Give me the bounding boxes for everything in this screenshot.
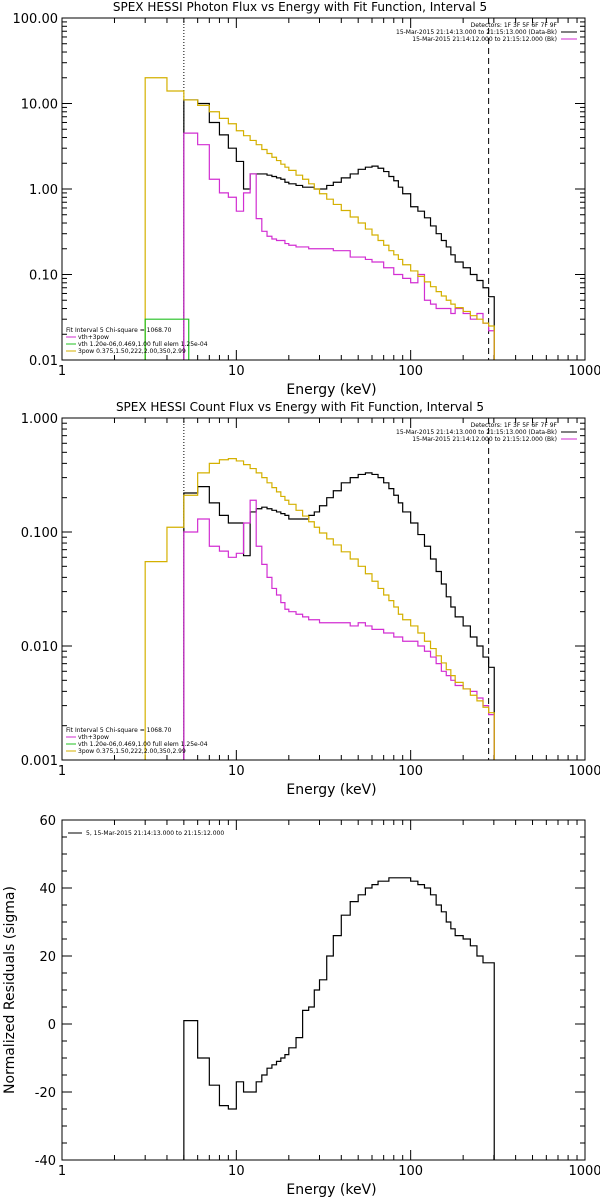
chart-title: SPEX HESSI Count Flux vs Energy with Fit…	[116, 400, 484, 414]
x-tick-label: 1000	[568, 764, 600, 779]
y-tick-label: 0.001	[21, 754, 58, 769]
legend-bottom-entry: vth+3pow	[78, 334, 109, 341]
x-tick-label: 1	[58, 1164, 66, 1179]
y-tick-label: 20	[39, 950, 56, 965]
plot-frame	[61, 819, 586, 1161]
y-tick-label: 100.00	[13, 12, 59, 27]
series-4-line	[144, 318, 190, 360]
y-tick-label: 0.10	[29, 269, 58, 284]
legend-top-entry: 15-Mar-2015 21:14:12.000 to 21:15:12.000…	[412, 436, 557, 443]
legend-top-entry: 15-Mar-2015 21:14:12.000 to 21:15:12.000…	[412, 36, 557, 43]
series-3-line	[144, 458, 495, 760]
legend-top-entry: 15-Mar-2015 21:14:13.000 to 21:15:13.000…	[396, 429, 557, 436]
legend-entry: 5, 15-Mar-2015 21:14:13.000 to 21:15:12.…	[86, 830, 224, 837]
legend-bottom-entry: 3pow 0.375,1.50,222,2.00,350,2.99	[78, 348, 186, 355]
x-axis-label: Energy (keV)	[286, 382, 376, 398]
x-tick-label: 1000	[568, 364, 600, 379]
x-tick-label: 100	[398, 764, 423, 779]
series-2-line	[183, 132, 495, 360]
x-axis-label: Energy (keV)	[286, 782, 376, 798]
y-tick-label: 60	[39, 814, 56, 829]
x-tick-label: 100	[398, 1164, 423, 1179]
y-tick-label: 0	[48, 1018, 56, 1033]
legend-top-entry: Detectors: 1F 3F 5F 6F 7F 9F	[471, 22, 558, 29]
y-tick-label: 40	[39, 882, 56, 897]
y-tick-label: 10.00	[21, 98, 58, 113]
x-tick-label: 100	[398, 364, 423, 379]
y-tick-label: 0.100	[21, 526, 58, 541]
legend-bottom-entry: 3pow 0.375,1.50,222,2.00,350,2.99	[78, 748, 186, 755]
series-2-line	[183, 499, 495, 760]
y-tick-label: 0.01	[29, 354, 58, 369]
series-1-line	[183, 877, 495, 1160]
chart-title: SPEX HESSI Photon Flux vs Energy with Fi…	[113, 0, 487, 14]
series-1-line	[183, 99, 495, 360]
x-tick-label: 10	[228, 764, 245, 779]
x-tick-label: 1	[58, 764, 66, 779]
series-1-line	[183, 472, 495, 760]
x-tick-label: 10	[228, 1164, 245, 1179]
legend-top-entry: 15-Mar-2015 21:14:13.000 to 21:15:13.000…	[396, 29, 557, 36]
x-tick-label: 1000	[568, 1164, 600, 1179]
legend-bottom-entry: Fit Interval 5 Chi-square = 1068.70	[66, 327, 172, 334]
y-axis-label: Normalized Residuals (sigma)	[2, 886, 18, 1094]
y-tick-label: 0.010	[21, 640, 58, 655]
legend-bottom-entry: vth 1.20e-06,0.469,1.00 full elem 1.25e-…	[78, 741, 208, 748]
x-tick-label: 1	[58, 364, 66, 379]
plot-frame	[61, 17, 586, 361]
legend-bottom-entry: vth 1.20e-06,0.469,1.00 full elem 1.25e-…	[78, 341, 208, 348]
y-tick-label: -20	[35, 1086, 56, 1101]
y-tick-label: -40	[35, 1154, 56, 1169]
legend-bottom-entry: Fit Interval 5 Chi-square = 1068.70	[66, 727, 172, 734]
legend-top-entry: Detectors: 1F 3F 5F 6F 7F 9F	[471, 422, 558, 429]
y-tick-label: 1.000	[21, 412, 58, 427]
series-3-line	[144, 77, 495, 360]
y-tick-label: 1.00	[29, 183, 58, 198]
legend-bottom-entry: vth+3pow	[78, 734, 109, 741]
plot-frame	[61, 417, 586, 761]
x-axis-label: Energy (keV)	[286, 1182, 376, 1198]
x-tick-label: 10	[228, 364, 245, 379]
